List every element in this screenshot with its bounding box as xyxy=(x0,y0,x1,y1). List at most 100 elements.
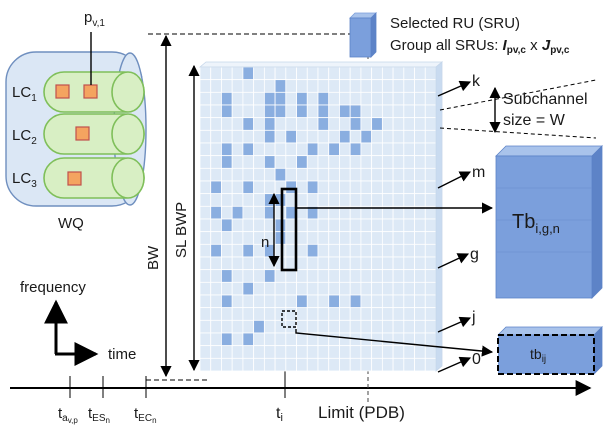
grid-cell xyxy=(231,332,244,347)
grid-cell xyxy=(414,345,426,359)
grid-cell xyxy=(414,332,426,347)
grid-cell xyxy=(306,319,319,334)
grid-cell xyxy=(392,269,405,283)
grid-cell-allocated xyxy=(371,117,383,131)
grid-cell xyxy=(424,66,437,81)
tb-small-label: tbij xyxy=(530,346,546,365)
grid-cell xyxy=(403,180,415,195)
grid-cell xyxy=(317,243,330,258)
grid-cell xyxy=(221,79,233,93)
grid-cell xyxy=(317,155,330,169)
grid-cell xyxy=(349,218,362,233)
grid-cell-allocated xyxy=(339,129,351,144)
grid-cell xyxy=(371,167,383,182)
grid-cell-allocated xyxy=(328,142,340,157)
grid-cell xyxy=(242,357,255,372)
grid-cell xyxy=(306,231,319,245)
label-t-es: tESn xyxy=(88,405,110,425)
grid-cell xyxy=(253,269,265,283)
grid-cell xyxy=(360,231,373,245)
grid-cell xyxy=(414,79,426,93)
resource-grid xyxy=(198,61,444,372)
grid-cell-allocated xyxy=(360,129,373,144)
grid-cell-allocated xyxy=(349,294,362,309)
grid-cell xyxy=(296,281,308,296)
grid-cell xyxy=(403,281,415,296)
grid-cell xyxy=(199,167,212,182)
grid-cell-allocated xyxy=(328,294,340,309)
grid-cell xyxy=(296,243,308,258)
packet-icon xyxy=(55,84,70,99)
grid-cell xyxy=(339,345,351,359)
label-sl-bwp: SL BWP xyxy=(173,202,190,258)
n-selection-box xyxy=(280,187,298,272)
grid-cell xyxy=(360,117,373,131)
grid-cell xyxy=(296,256,308,271)
grid-cell xyxy=(296,307,308,321)
grid-cell xyxy=(349,167,362,182)
grid-cell xyxy=(253,155,265,169)
packet-icon xyxy=(67,171,82,186)
grid-cell xyxy=(360,66,373,81)
grid-cell xyxy=(253,66,265,81)
grid-cell xyxy=(263,66,276,81)
grid-cell xyxy=(371,218,383,233)
grid-cell xyxy=(317,319,330,334)
grid-cell xyxy=(253,281,265,296)
grid-cell xyxy=(221,281,233,296)
pv1-label: pv,1 xyxy=(84,9,105,29)
grid-cell xyxy=(381,243,394,258)
grid-cell xyxy=(381,294,394,309)
grid-cell xyxy=(317,345,330,359)
grid-cell xyxy=(424,307,437,321)
grid-cell xyxy=(392,231,405,245)
grid-cell-allocated xyxy=(274,104,287,119)
grid-cell xyxy=(285,155,297,169)
grid-cell xyxy=(339,167,351,182)
grid-cell xyxy=(221,180,233,195)
grid-cell xyxy=(210,66,222,81)
grid-cell xyxy=(403,357,415,372)
grid-cell xyxy=(371,142,383,157)
grid-cell xyxy=(392,281,405,296)
grid-cell xyxy=(296,142,308,157)
grid-cell xyxy=(231,357,244,372)
grid-cell xyxy=(263,357,276,372)
grid-cell-allocated xyxy=(274,91,287,106)
grid-cell xyxy=(349,193,362,207)
grid-cell xyxy=(371,307,383,321)
grid-cell xyxy=(381,345,394,359)
grid-cell xyxy=(242,218,255,233)
grid-cell xyxy=(381,218,394,233)
grid-cell-allocated xyxy=(263,269,276,283)
grid-cell xyxy=(285,307,297,321)
grid-cell-allocated xyxy=(221,91,233,106)
wq-label: WQ xyxy=(58,215,84,232)
grid-cell xyxy=(306,256,319,271)
tb-big-top xyxy=(495,145,603,157)
tb-small-top xyxy=(497,326,603,336)
grid-cell xyxy=(296,117,308,131)
grid-cell xyxy=(296,357,308,372)
grid-cell-allocated xyxy=(306,142,319,157)
grid-cell xyxy=(199,142,212,157)
tb-small-side xyxy=(593,326,603,375)
grid-cell xyxy=(242,294,255,309)
grid-cell xyxy=(242,307,255,321)
grid-cell xyxy=(199,66,212,81)
grid-cell xyxy=(349,307,362,321)
subchannel-guide-bottom xyxy=(439,127,597,139)
tb-big-label: Tbi,g,n xyxy=(512,211,560,236)
grid-cell xyxy=(414,294,426,309)
grid-cell xyxy=(274,256,287,271)
grid-cell xyxy=(253,294,265,309)
grid-cell xyxy=(424,345,437,359)
grid-cell xyxy=(360,142,373,157)
grid-cell xyxy=(349,256,362,271)
tb-big-front xyxy=(495,155,593,299)
arrow-row-j xyxy=(437,316,472,333)
grid-cell xyxy=(392,91,405,106)
grid-cell xyxy=(306,294,319,309)
grid-cell xyxy=(403,269,415,283)
grid-cell xyxy=(424,269,437,283)
